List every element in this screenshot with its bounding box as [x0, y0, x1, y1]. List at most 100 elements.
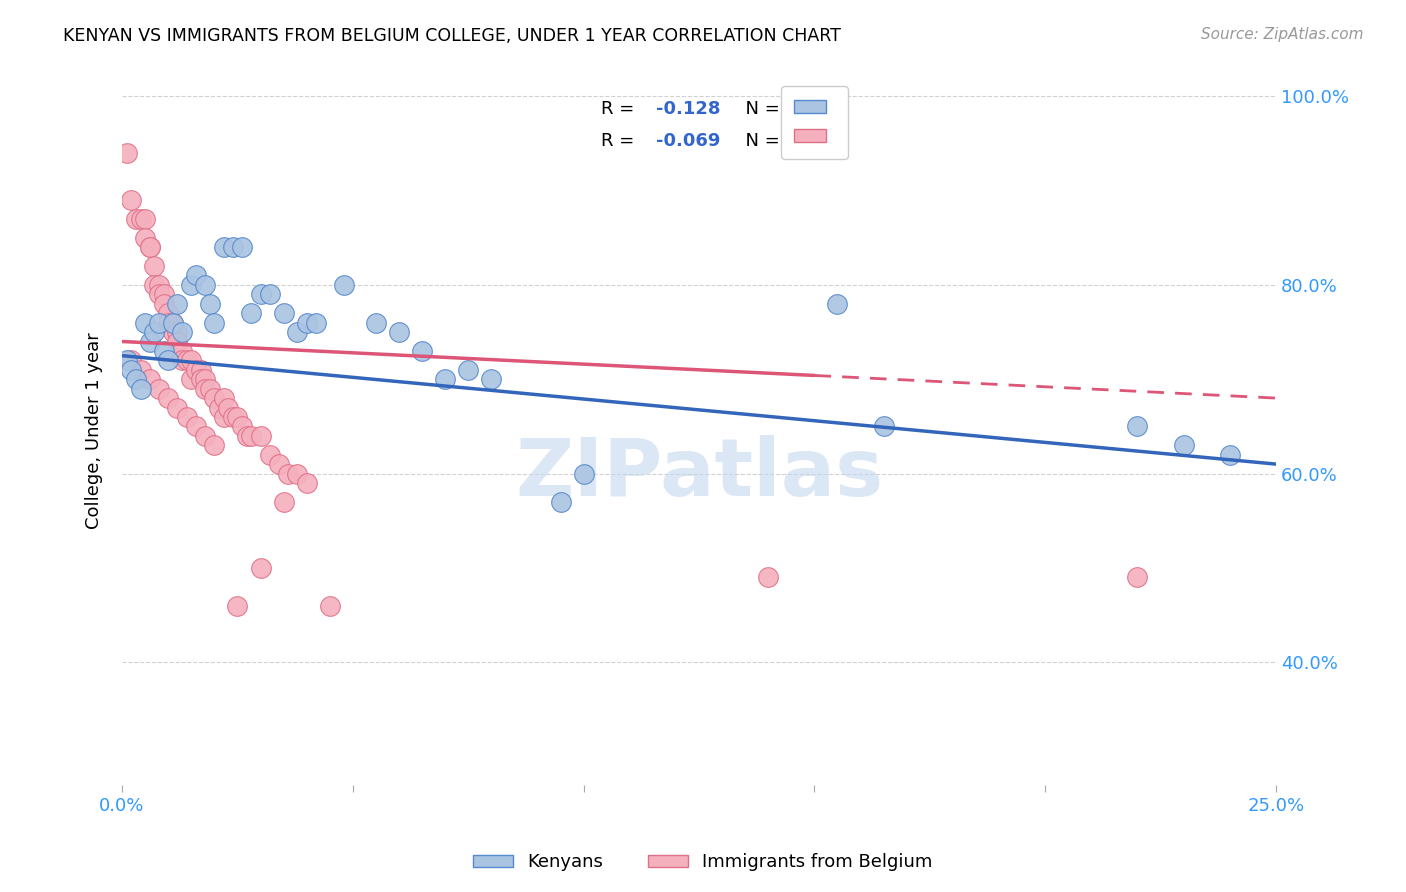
Point [162, 325, 184, 339]
Point [231, 240, 253, 254]
Point [267, 457, 290, 471]
Point [235, 429, 257, 443]
Point [457, 363, 479, 377]
Text: 66: 66 [783, 132, 808, 150]
Point [170, 343, 193, 358]
Point [572, 467, 595, 481]
Point [287, 467, 309, 481]
Point [190, 372, 212, 386]
Point [240, 306, 263, 320]
Point [259, 287, 281, 301]
Point [120, 353, 142, 368]
Point [139, 334, 162, 349]
Point [166, 325, 188, 339]
Point [202, 391, 225, 405]
Point [222, 240, 245, 254]
Text: R =: R = [600, 100, 640, 119]
Point [194, 429, 217, 443]
Point [148, 316, 170, 330]
Point [872, 419, 894, 434]
Point [411, 343, 433, 358]
Point [134, 211, 156, 226]
Text: R =: R = [600, 132, 640, 150]
Point [176, 353, 198, 368]
Point [198, 382, 221, 396]
Point [162, 316, 184, 330]
Point [240, 429, 263, 443]
Point [305, 316, 328, 330]
Point [434, 372, 457, 386]
Text: -0.128: -0.128 [657, 100, 721, 119]
Point [139, 240, 162, 254]
Legend: , : , [780, 87, 848, 159]
Point [148, 287, 170, 301]
Point [170, 325, 193, 339]
Text: Source: ZipAtlas.com: Source: ZipAtlas.com [1201, 27, 1364, 42]
Point [115, 145, 138, 160]
Point [184, 268, 207, 283]
Point [139, 240, 162, 254]
Point [295, 316, 318, 330]
Point [148, 382, 170, 396]
Point [129, 363, 152, 377]
Point [129, 382, 152, 396]
Point [134, 316, 156, 330]
Point [152, 343, 174, 358]
Point [332, 277, 354, 292]
Point [319, 599, 342, 613]
Point [756, 570, 779, 584]
Text: -0.069: -0.069 [657, 132, 721, 150]
Point [190, 363, 212, 377]
Point [1219, 448, 1241, 462]
Point [162, 316, 184, 330]
Point [157, 353, 180, 368]
Point [277, 467, 299, 481]
Point [157, 391, 180, 405]
Point [212, 409, 235, 424]
Point [176, 409, 198, 424]
Point [143, 277, 166, 292]
Point [143, 259, 166, 273]
Point [166, 401, 188, 415]
Point [184, 363, 207, 377]
Point [364, 316, 387, 330]
Point [198, 297, 221, 311]
Y-axis label: College, Under 1 year: College, Under 1 year [86, 333, 103, 530]
Point [129, 211, 152, 226]
Point [120, 193, 142, 207]
Point [143, 325, 166, 339]
Point [273, 306, 295, 320]
Point [194, 382, 217, 396]
Point [222, 409, 245, 424]
Point [202, 316, 225, 330]
Point [249, 429, 271, 443]
Point [180, 372, 202, 386]
Point [208, 401, 231, 415]
Point [180, 277, 202, 292]
Point [125, 211, 148, 226]
Point [120, 363, 142, 377]
Point [217, 401, 239, 415]
Point [249, 287, 271, 301]
Point [273, 495, 295, 509]
Point [125, 372, 148, 386]
Point [194, 372, 217, 386]
Point [827, 297, 849, 311]
Point [388, 325, 411, 339]
Point [287, 325, 309, 339]
Point [180, 353, 202, 368]
Point [157, 306, 180, 320]
Point [115, 353, 138, 368]
Point [259, 448, 281, 462]
Point [231, 419, 253, 434]
Point [226, 409, 249, 424]
Text: KENYAN VS IMMIGRANTS FROM BELGIUM COLLEGE, UNDER 1 YEAR CORRELATION CHART: KENYAN VS IMMIGRANTS FROM BELGIUM COLLEG… [63, 27, 841, 45]
Point [134, 231, 156, 245]
Point [226, 599, 249, 613]
Point [194, 277, 217, 292]
Point [550, 495, 572, 509]
Point [148, 277, 170, 292]
Point [295, 475, 318, 490]
Point [139, 372, 162, 386]
Point [152, 297, 174, 311]
